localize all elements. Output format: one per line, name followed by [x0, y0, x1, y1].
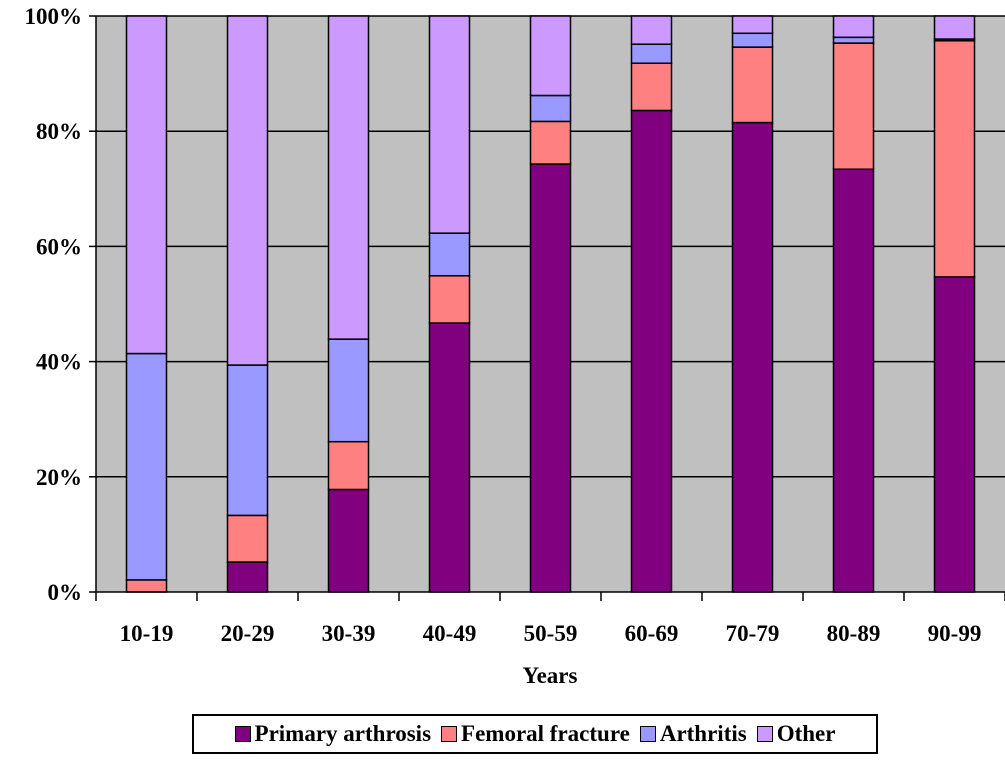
x-tick-label: 30-39 [322, 621, 376, 646]
bar-segment [428, 275, 471, 324]
bar-segment [125, 579, 168, 593]
bar-segment [529, 94, 572, 123]
bar-segment [630, 62, 673, 112]
legend-item: Primary arthrosis [234, 721, 432, 747]
x-tick-label: 80-89 [827, 621, 881, 646]
legend: Primary arthrosis Femoral fracture Arthrit… [192, 714, 878, 754]
legend-item: Femoral fracture [441, 721, 630, 747]
x-tick-label: 60-69 [625, 621, 679, 646]
bar-segment [731, 46, 774, 124]
bar-segment [630, 109, 673, 593]
legend-swatch [756, 726, 773, 742]
x-tick-labels: 10-19 20-29 30-39 40-49 50-59 60-69 70-79 80-89… [120, 621, 982, 646]
bar-segment [529, 163, 572, 593]
legend-item: Arthritis [639, 721, 747, 747]
bar-segment [933, 15, 976, 40]
bar-segment [428, 15, 471, 234]
legend-swatch [234, 726, 251, 742]
bar-segment [731, 15, 774, 35]
bar-segment [428, 322, 471, 593]
legend-swatch [639, 726, 656, 742]
bar-segment [731, 121, 774, 593]
bar-segment [327, 440, 370, 491]
bar-segment [125, 352, 168, 581]
bar-segment [226, 15, 269, 366]
bar-segment [731, 32, 774, 48]
y-tick-label: 80% [36, 119, 82, 144]
bar-segment [933, 40, 976, 278]
bar-segment [630, 43, 673, 64]
x-tick-label: 20-29 [221, 621, 275, 646]
x-tick-label: 40-49 [423, 621, 477, 646]
y-tick-label: 20% [36, 465, 82, 490]
bar-segment [832, 42, 875, 170]
bar-segment [125, 15, 168, 355]
bar-segment [630, 15, 673, 45]
legend-label: Femoral fracture [461, 721, 630, 746]
legend-swatch [441, 726, 458, 742]
bar-segment [529, 15, 572, 97]
x-tick-label: 90-99 [928, 621, 982, 646]
y-tick-label: 40% [36, 350, 82, 375]
bar-segment [327, 15, 370, 340]
bars [125, 15, 976, 593]
legend-label: Primary arthrosis [254, 721, 432, 746]
x-axis-label: Years [523, 663, 578, 688]
bar-segment [832, 15, 875, 39]
bar-segment [226, 561, 269, 593]
legend-item: Other [756, 721, 836, 747]
y-tick-label: 100% [25, 4, 83, 29]
y-tick-label: 60% [36, 234, 82, 259]
bar-segment [226, 514, 269, 563]
bar-segment [832, 168, 875, 593]
bar-segment [933, 276, 976, 593]
bar-segment [832, 36, 875, 44]
legend-label: Other [776, 721, 836, 746]
y-tick-label: 0% [48, 580, 83, 605]
x-tick-label: 10-19 [120, 621, 174, 646]
y-tick-labels: 0% 20% 40% 60% 80% 100% [25, 4, 83, 605]
legend-label: Arthritis [659, 721, 747, 746]
x-tick-label: 70-79 [726, 621, 780, 646]
bar-segment [226, 364, 269, 517]
axes [89, 15, 1005, 601]
bar-segment [327, 488, 370, 593]
bar-segment [529, 120, 572, 165]
x-tick-label: 50-59 [524, 621, 578, 646]
bar-segment [428, 232, 471, 277]
bar-segment [327, 338, 370, 443]
